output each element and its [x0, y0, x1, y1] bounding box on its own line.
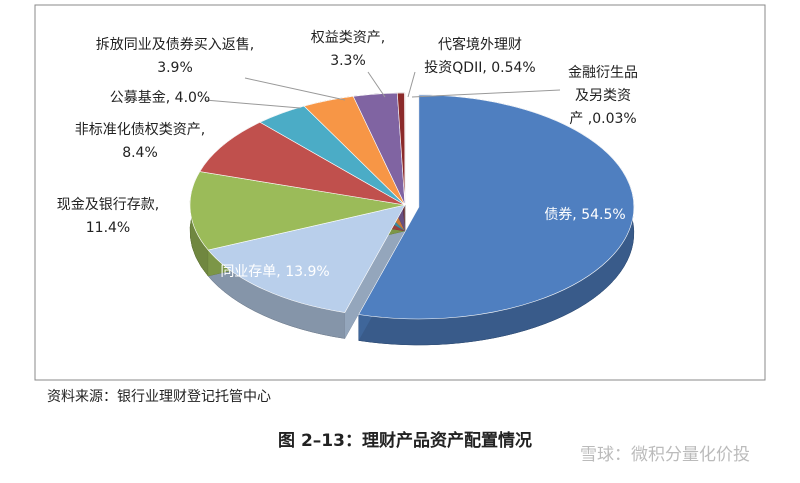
data-label: 公募基金, 4.0% [110, 89, 210, 106]
data-label: 拆放同业及债券买入返售, [96, 37, 254, 53]
data-label: 3.9% [157, 60, 193, 76]
data-label: 现金及银行存款, [57, 197, 159, 213]
data-label: 8.4% [122, 145, 158, 161]
data-label: 及另类资 [575, 88, 631, 104]
data-label: 3.3% [330, 53, 366, 69]
data-label: 非标准化债权类资产, [75, 122, 205, 138]
data-label: 11.4% [86, 220, 130, 236]
data-label: 同业存单, 13.9% [220, 264, 329, 280]
source-note: 资料来源：银行业理财登记托管中心 [47, 389, 271, 405]
data-label: 代客境外理财 [438, 36, 522, 53]
data-label: 权益类资产, [311, 30, 385, 46]
caption: 图 2–13：理财产品资产配置情况 [278, 430, 532, 451]
data-label: 债券, 54.5% [544, 207, 625, 223]
watermark: 雪球：微积分量化价投 [580, 445, 750, 465]
data-label: 投资QDII, 0.54% [424, 60, 535, 76]
data-label: 产 ,0.03% [569, 111, 636, 127]
data-label: 金融衍生品 [568, 65, 638, 81]
